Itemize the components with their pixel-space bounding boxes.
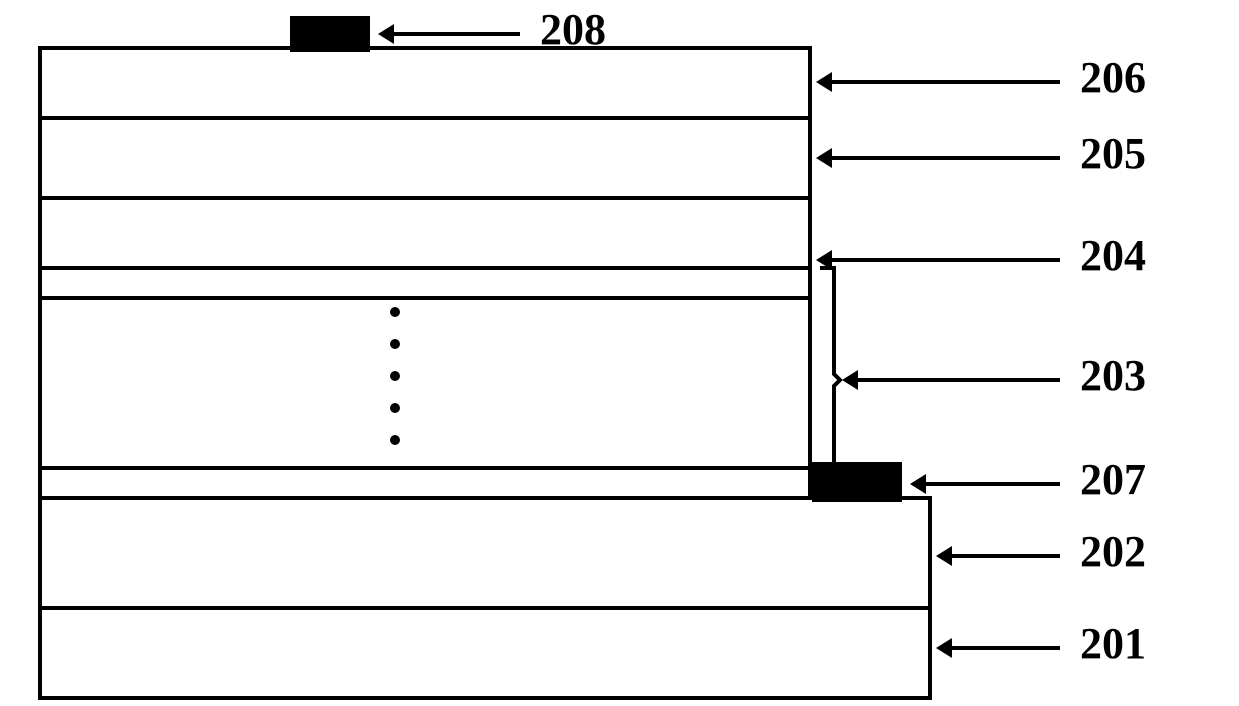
layer-205 [40, 118, 810, 198]
label-201: 201 [1080, 619, 1146, 668]
layer-203-bottom [40, 468, 810, 498]
diagram-canvas: 208 206 205 204 203 207 202 201 [0, 0, 1239, 706]
layer-203-mid [40, 298, 810, 468]
contact-208 [290, 16, 370, 52]
label-208: 208 [540, 5, 606, 54]
layer-202 [40, 498, 930, 608]
label-206: 206 [1080, 53, 1146, 102]
label-205: 205 [1080, 129, 1146, 178]
label-203: 203 [1080, 351, 1146, 400]
layer-203-top [40, 268, 810, 298]
label-207: 207 [1080, 455, 1146, 504]
layer-204 [40, 198, 810, 268]
layer-206 [40, 48, 810, 118]
label-204: 204 [1080, 231, 1146, 280]
label-202: 202 [1080, 527, 1146, 576]
layer-201 [40, 608, 930, 698]
